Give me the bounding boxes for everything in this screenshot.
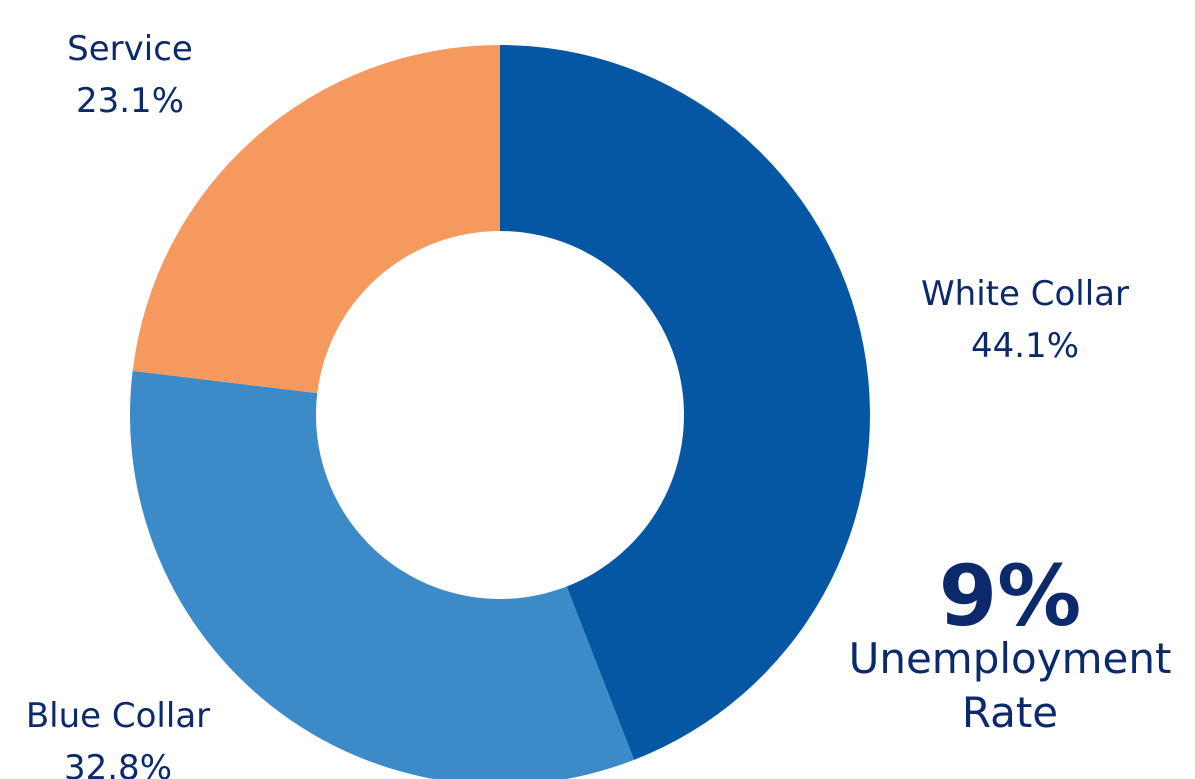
slice-value-service: 23.1% (76, 81, 184, 121)
slice-label-service: Service (67, 29, 193, 69)
slice-service (132, 45, 501, 394)
slice-label-blue-collar: Blue Collar (26, 696, 210, 736)
unemployment-rate-caption: Unemployment Rate (848, 634, 1172, 737)
slice-blue-collar (130, 370, 635, 779)
slice-value-blue-collar: 32.8% (64, 748, 172, 779)
slice-label-white-collar: White Collar (921, 274, 1129, 314)
unemployment-rate-value: 9% (938, 547, 1082, 645)
slice-value-white-collar: 44.1% (971, 326, 1079, 366)
slice-white-collar (500, 45, 870, 760)
